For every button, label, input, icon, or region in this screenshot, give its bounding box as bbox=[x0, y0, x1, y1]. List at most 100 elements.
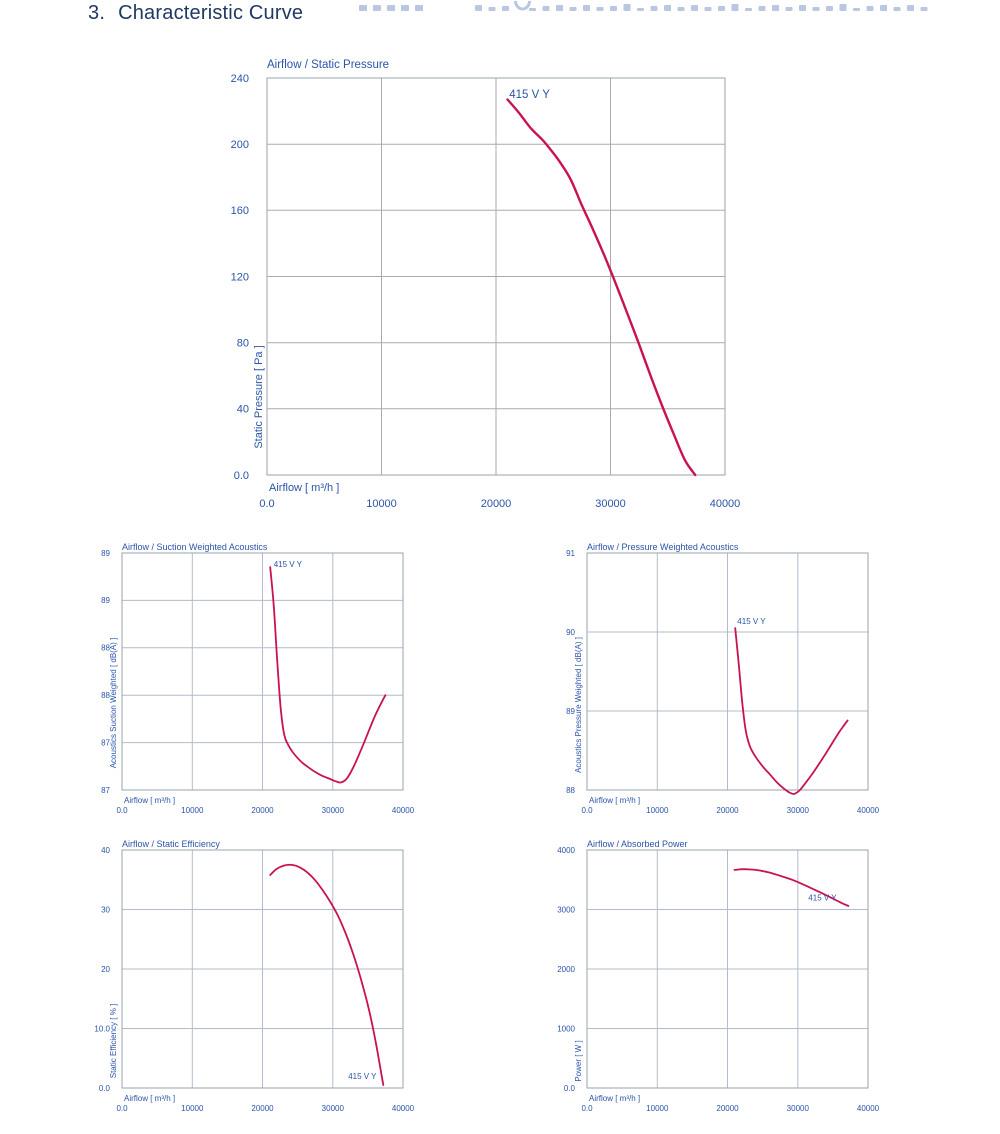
y-tick-label: 10.0 bbox=[94, 1024, 110, 1033]
y-tick-label: 0.0 bbox=[234, 470, 249, 482]
y-tick-label: 3000 bbox=[557, 905, 575, 914]
y-tick-label: 91 bbox=[566, 549, 575, 558]
series-curve bbox=[734, 627, 849, 795]
letter-bottom-fragment bbox=[401, 5, 409, 11]
letter-bottom-fragment bbox=[853, 8, 860, 11]
letter-bottom-fragment bbox=[488, 7, 496, 11]
x-tick-label: 40000 bbox=[392, 806, 415, 815]
y-tick-label: 88 bbox=[566, 786, 575, 795]
letter-bottom-fragment bbox=[373, 5, 381, 11]
letter-bottom-fragment bbox=[812, 7, 820, 11]
y-tick-label: 4000 bbox=[557, 846, 575, 855]
airflow-static-efficiency-svg: 0.0 10000 20000 30000 40000 0.0 10.0 20 30 40 Airf… bbox=[94, 839, 414, 1113]
y-tick-label: 120 bbox=[231, 271, 249, 283]
series-label: 415 V Y bbox=[737, 617, 766, 626]
letter-bottom-fragment bbox=[866, 6, 874, 11]
y-tick-label: 1000 bbox=[557, 1024, 575, 1033]
letter-bottom-fragment bbox=[718, 6, 725, 11]
letter-bottom-fragment bbox=[772, 5, 779, 11]
y-tick-label: 89 bbox=[101, 549, 110, 558]
x-tick-label: 0.0 bbox=[581, 806, 593, 815]
y-tick-label: 88 bbox=[101, 691, 110, 700]
letter-bottom-fragment bbox=[637, 8, 644, 11]
letter-bottom-fragment bbox=[691, 5, 698, 11]
plot-border bbox=[586, 849, 869, 1089]
letter-bottom-fragment bbox=[610, 6, 617, 11]
chart-airflow-suction-weighted-acoustics: 0.0 10000 20000 30000 40000 87 87 88 88 89 89 Airfl… bbox=[85, 540, 435, 830]
airflow-pressure-weighted-acoustics-svg: 0.0 10000 20000 30000 40000 88 89 90 91 Airflow /… bbox=[566, 542, 880, 815]
x-tick-label: 0.0 bbox=[581, 1104, 593, 1113]
x-tick-label: 20000 bbox=[251, 806, 274, 815]
y-axis-label: Power [ W ] bbox=[574, 1040, 583, 1081]
x-tick-label: 10000 bbox=[646, 1104, 669, 1113]
airflow-absorbed-power-svg: 0.0 10000 20000 30000 40000 0.0 1000 2000 3000 40… bbox=[557, 839, 879, 1113]
x-tick-label: 20000 bbox=[716, 1104, 739, 1113]
chart-airflow-static-pressure: 0.0 10000 20000 30000 40000 0.0 40 80 120 160 200 2… bbox=[200, 55, 760, 525]
plot-border bbox=[586, 552, 869, 791]
plot-border bbox=[121, 849, 404, 1089]
letter-bottom-fragment bbox=[529, 8, 536, 11]
heading-number: 3. bbox=[88, 2, 106, 24]
x-tick-label: 10000 bbox=[181, 806, 204, 815]
series-curve bbox=[733, 868, 850, 907]
series-curve bbox=[506, 98, 697, 477]
x-tick-label: 40000 bbox=[857, 806, 880, 815]
x-tick-label: 30000 bbox=[322, 1104, 345, 1113]
y-tick-label: 40 bbox=[237, 404, 249, 416]
y-axis-label: Acoustics Pressure Weighted [ dB(A) ] bbox=[574, 637, 583, 773]
chart-title: Airflow / Static Pressure bbox=[267, 59, 389, 71]
y-tick-label: 40 bbox=[101, 846, 110, 855]
letter-bottom-fragment bbox=[785, 7, 793, 11]
x-tick-label: 20000 bbox=[481, 498, 512, 510]
x-tick-label: 30000 bbox=[787, 806, 810, 815]
y-axis-label: Acoustics Suction Weighted [ dB(A) ] bbox=[109, 638, 118, 769]
letter-bottom-fragment bbox=[893, 7, 901, 11]
x-tick-label: 30000 bbox=[595, 498, 626, 510]
airflow-static-pressure-svg: 0.0 10000 20000 30000 40000 0.0 40 80 120 160 200 2… bbox=[231, 59, 741, 510]
series-curve bbox=[269, 566, 387, 784]
letter-bottom-fragment bbox=[596, 7, 604, 11]
letter-bottom-fragment bbox=[731, 4, 739, 11]
x-axis-label: Airflow [ m³/h ] bbox=[589, 1094, 640, 1103]
series-curve bbox=[269, 863, 385, 1086]
cropped-logo-letters bbox=[359, 0, 928, 11]
x-tick-label: 10000 bbox=[181, 1104, 204, 1113]
x-tick-label: 0.0 bbox=[259, 498, 274, 510]
chart-title: Airflow / Static Efficiency bbox=[122, 839, 220, 849]
letter-bottom-fragment bbox=[623, 4, 631, 11]
chart-title: Airflow / Absorbed Power bbox=[587, 839, 688, 849]
y-axis-label: Static Efficiency [ % ] bbox=[109, 1004, 118, 1079]
x-axis-label: Airflow [ m³/h ] bbox=[589, 796, 640, 805]
x-tick-label: 30000 bbox=[322, 806, 345, 815]
x-axis-label: Airflow [ m³/h ] bbox=[269, 482, 339, 494]
y-tick-label: 87 bbox=[101, 786, 110, 795]
y-tick-label: 80 bbox=[237, 338, 249, 350]
y-tick-label: 20 bbox=[101, 965, 110, 974]
series-label: 415 V Y bbox=[509, 89, 550, 101]
airflow-suction-weighted-acoustics-svg: 0.0 10000 20000 30000 40000 87 87 88 88 89 89 Airfl… bbox=[101, 542, 415, 815]
letter-bottom-fragment bbox=[880, 5, 887, 11]
letter-bottom-fragment bbox=[677, 7, 685, 11]
x-tick-label: 10000 bbox=[646, 806, 669, 815]
letter-bottom-fragment bbox=[745, 8, 752, 11]
cropped-logo-fragment bbox=[353, 0, 953, 13]
y-tick-label: 2000 bbox=[557, 965, 575, 974]
plot-border bbox=[121, 552, 404, 791]
x-tick-label: 0.0 bbox=[116, 806, 128, 815]
letter-bottom-fragment bbox=[907, 5, 914, 11]
y-tick-label: 89 bbox=[101, 596, 110, 605]
chart-title: Airflow / Suction Weighted Acoustics bbox=[122, 542, 268, 552]
x-axis-label: Airflow [ m³/h ] bbox=[124, 1094, 175, 1103]
letter-bottom-fragment bbox=[387, 5, 395, 11]
x-tick-label: 20000 bbox=[251, 1104, 274, 1113]
y-tick-label: 88 bbox=[101, 644, 110, 653]
y-tick-label: 240 bbox=[231, 73, 249, 85]
x-axis-label: Airflow [ m³/h ] bbox=[124, 796, 175, 805]
y-tick-label: 0.0 bbox=[99, 1084, 111, 1093]
y-tick-label: 90 bbox=[566, 628, 575, 637]
x-tick-label: 0.0 bbox=[116, 1104, 128, 1113]
plot-border bbox=[266, 77, 726, 476]
x-tick-label: 20000 bbox=[716, 806, 739, 815]
letter-bottom-fragment bbox=[415, 5, 423, 11]
